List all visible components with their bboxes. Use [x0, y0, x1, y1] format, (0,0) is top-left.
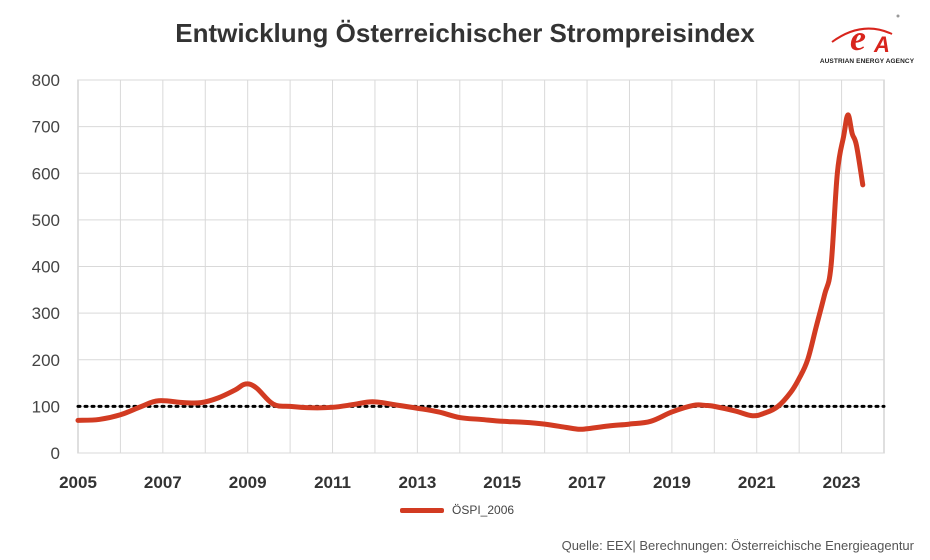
y-tick-label: 700: [32, 118, 60, 137]
x-tick-label: 2013: [398, 473, 436, 492]
source-note: Quelle: EEX| Berechnungen: Österreichisc…: [561, 538, 914, 553]
y-tick-label: 800: [32, 71, 60, 90]
x-tick-label: 2017: [568, 473, 606, 492]
logo-text: AUSTRIAN ENERGY AGENCY: [819, 58, 915, 65]
y-tick-label: 400: [32, 258, 60, 277]
x-tick-label: 2009: [229, 473, 267, 492]
legend-label: ÖSPI_2006: [452, 503, 515, 517]
y-tick-label: 600: [32, 164, 60, 183]
y-tick-label: 0: [51, 444, 60, 463]
chart-title: Entwicklung Österreichischer Strompreisi…: [175, 18, 755, 48]
austrian-energy-agency-logo: e A: [831, 14, 900, 58]
x-tick-label: 2021: [738, 473, 776, 492]
x-tick-label: 2005: [59, 473, 97, 492]
x-tick-label: 2011: [314, 473, 351, 492]
grid-vertical: [119, 80, 843, 453]
x-tick-label: 2023: [823, 473, 861, 492]
x-tick-label: 2007: [144, 473, 182, 492]
y-axis: 0 100 200 300 400 500 600 700 800: [32, 71, 60, 463]
y-tick-label: 100: [32, 397, 60, 416]
series-line-ospi: [75, 112, 866, 432]
legend-swatch: [400, 507, 444, 513]
legend: ÖSPI_2006: [400, 500, 514, 520]
svg-text:A: A: [873, 32, 890, 57]
y-tick-label: 200: [32, 351, 60, 370]
x-tick-label: 2019: [653, 473, 691, 492]
x-axis: 2005 2007 2009 2011 2013 2015 2017 2019 2021 2023: [59, 473, 860, 492]
y-tick-label: 500: [32, 211, 60, 230]
y-tick-label: 300: [32, 304, 60, 323]
x-tick-label: 2015: [483, 473, 521, 492]
